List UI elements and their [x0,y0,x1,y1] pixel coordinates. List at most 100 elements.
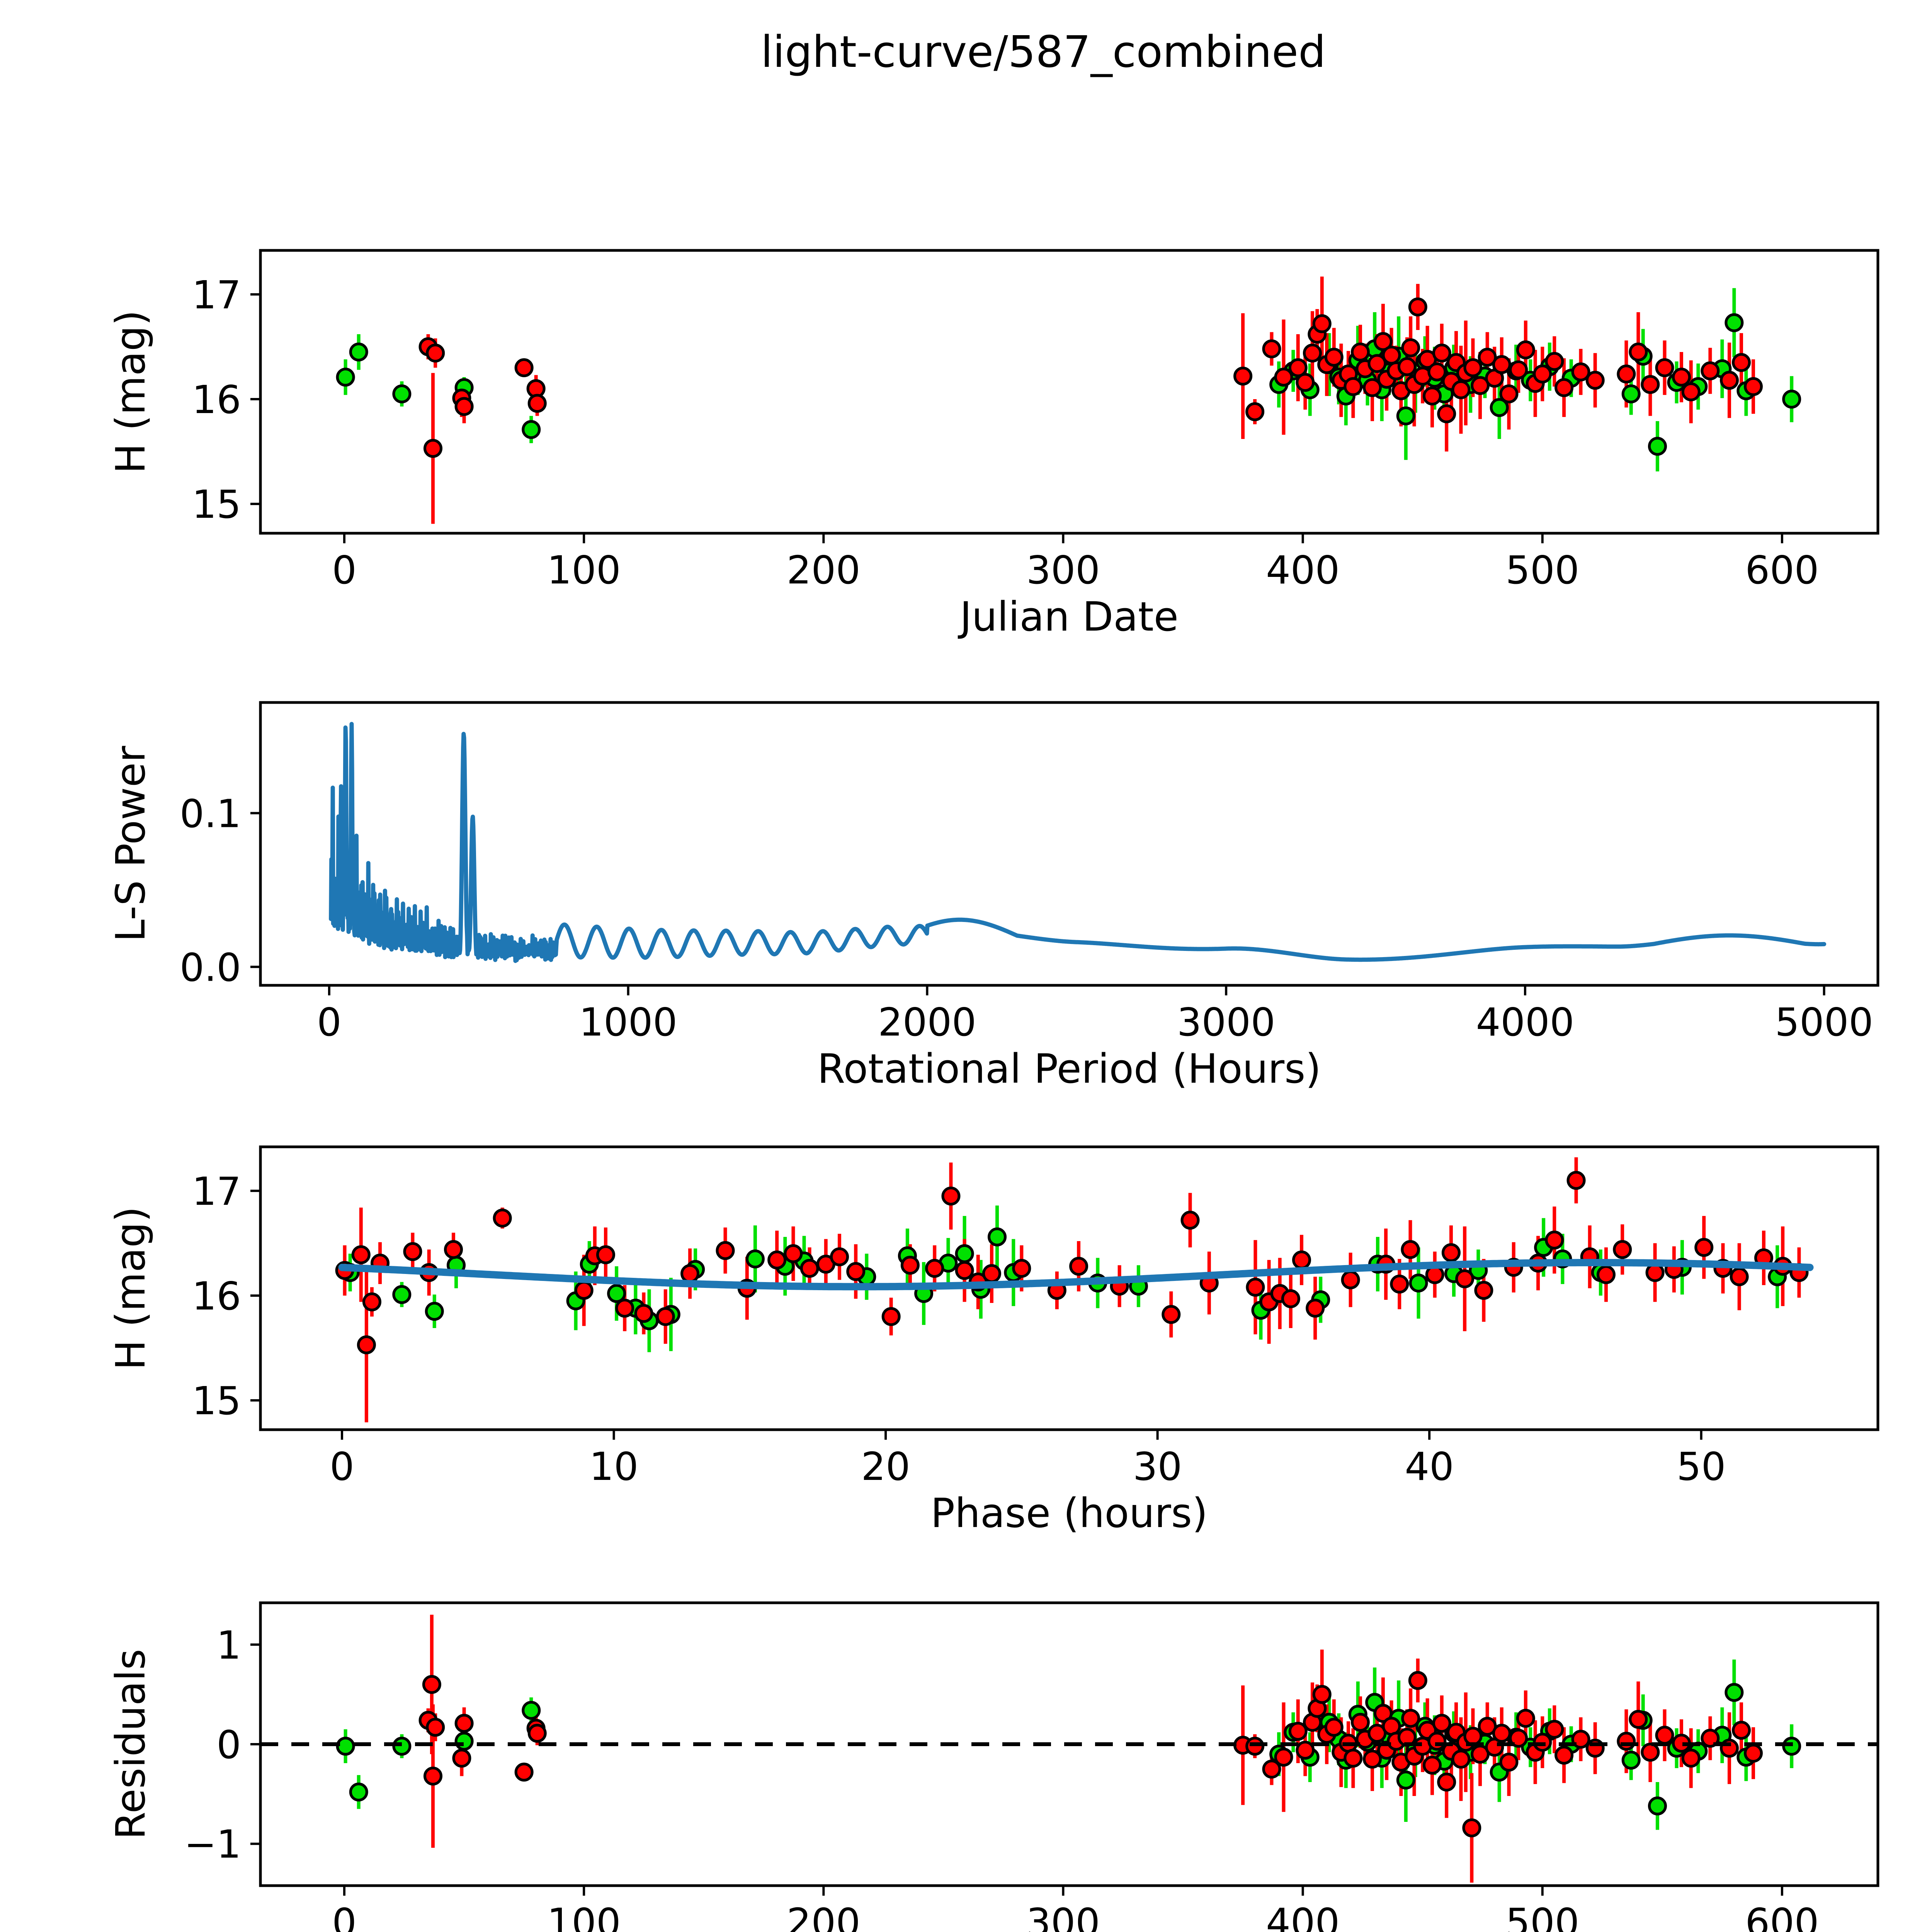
errorbar-layer [344,276,1794,524]
marker-layer [336,297,1801,458]
y-tick-label: 15 [192,482,241,527]
data-point [1427,1731,1447,1751]
data-point [1344,377,1363,396]
y-tick-label: 0.0 [180,945,241,990]
y-tick-label: 15 [192,1378,241,1423]
data-point [1292,1250,1311,1270]
plot-frame [259,249,1879,535]
data-point [1585,371,1605,390]
data-point [423,1766,443,1786]
data-point [1397,357,1417,376]
data-point [1782,389,1801,409]
data-point [784,1244,803,1264]
data-point [1478,348,1497,367]
data-point [1437,404,1456,423]
data-point [522,420,541,439]
data-point [1409,1273,1428,1293]
data-point [1463,1726,1483,1746]
data-point [1350,342,1370,362]
data-point [574,1281,594,1300]
panel-lightcurve: 0 100 200 300 400 500 600 15 16 17 Julian Date H (m… [0,216,1932,649]
data-point [392,1285,412,1304]
x-tick-label: 600 [1745,548,1819,593]
data-point [800,1259,819,1278]
figure-title: light-curve/587_combined [760,27,1326,77]
data-point [1681,382,1701,401]
x-tick-label: 0 [330,1444,354,1489]
data-point [1401,1709,1420,1728]
data-point [881,1307,901,1326]
data-point [1382,345,1401,365]
data-point [1162,1305,1181,1324]
data-point [634,1304,653,1323]
y-axis-label: Residuals [107,1649,154,1839]
data-point [1655,1726,1674,1745]
x-tick-label: 400 [1266,548,1340,593]
data-point [403,1242,422,1261]
data-point [1451,1750,1471,1769]
data-point [1344,1748,1363,1768]
data-point [1312,1685,1332,1704]
data-point [1245,402,1265,422]
data-point [454,397,474,416]
lightcurve-svg: 0 100 200 300 400 500 600 15 16 17 Julian Date H (m… [107,249,1879,640]
x-tick-label: 0 [332,548,357,593]
data-point [351,1245,371,1264]
x-tick-label: 500 [1505,1900,1579,1932]
data-point [1554,1745,1574,1765]
data-point [1744,377,1763,396]
x-tick-label: 0 [317,1000,342,1045]
data-point [1490,398,1509,417]
data-point [1533,1733,1552,1752]
x-tick-label: 300 [1026,548,1100,593]
data-point [1288,358,1308,378]
data-point [830,1247,849,1267]
data-point [1474,1281,1493,1300]
data-point [1455,1269,1475,1289]
x-tick-label: 500 [1505,548,1579,593]
panel-phasefold: 0 10 20 30 40 50 15 16 17 Phase (hours) H (mag) [0,1113,1932,1546]
x-axis-label: Rotational Period (Hours) [817,1045,1321,1092]
data-point [846,1262,866,1281]
data-point [982,1264,1001,1283]
data-point [1432,1714,1451,1733]
y-axis-label: L-S Power [107,746,154,942]
data-point [680,1264,700,1283]
x-tick-label: 30 [1133,1444,1182,1489]
data-point [514,358,534,378]
data-point [1233,366,1253,386]
data-point [745,1249,765,1269]
data-point [1408,297,1427,316]
y-tick-label: 17 [192,1169,241,1214]
data-point [1621,384,1641,403]
data-point [493,1208,512,1228]
y-axis-label: H (mag) [107,310,154,473]
data-point [1694,1238,1714,1257]
data-point [444,1240,463,1259]
data-point [1571,1730,1590,1749]
data-point [988,1227,1007,1247]
x-axis-label: Phase (hours) [930,1490,1208,1537]
data-point [423,439,443,458]
data-point [1499,1752,1519,1772]
data-point [1732,1721,1751,1740]
data-point [527,1724,547,1743]
y-tick-label: 17 [192,272,241,318]
data-point [1720,371,1739,390]
data-point [1617,364,1636,384]
y-tick-label: 1 [216,1622,241,1668]
data-point [1281,1289,1300,1308]
data-point [1401,338,1420,357]
data-point [1324,1718,1344,1737]
data-point [1012,1259,1031,1278]
data-point [1744,1743,1763,1763]
data-point [1180,1211,1200,1230]
data-point [1451,380,1471,400]
data-point [1274,1748,1293,1767]
x-tick-label: 3000 [1177,1000,1276,1045]
panel-periodogram: 0 1000 2000 3000 4000 5000 0.0 0.1 Rotational Pe… [0,668,1932,1101]
data-point [425,1302,444,1321]
data-point [1732,353,1751,372]
